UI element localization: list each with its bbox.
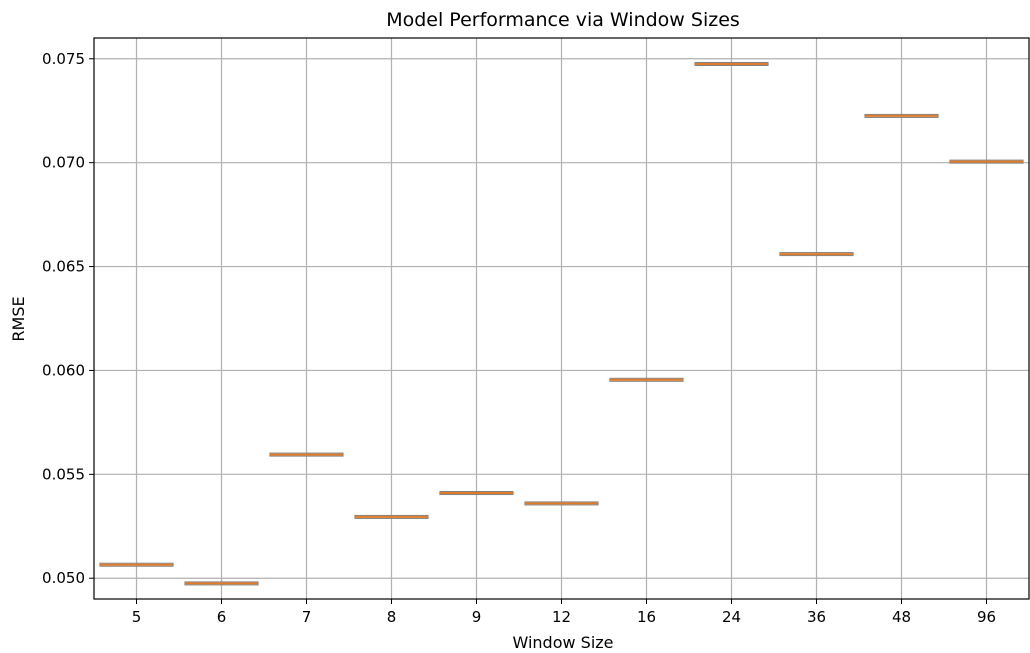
box-mark — [779, 252, 854, 257]
y-tick-label: 0.050 — [42, 569, 85, 587]
x-tick-label: 5 — [132, 608, 142, 626]
x-tick-label: 9 — [472, 608, 482, 626]
y-tick-label: 0.060 — [42, 361, 85, 379]
x-tick-label: 8 — [387, 608, 397, 626]
box-mark — [99, 562, 174, 567]
chart-title: Model Performance via Window Sizes — [386, 9, 740, 31]
x-tick-label: 96 — [977, 608, 996, 626]
ticks-layer: 0.050 0.055 0.060 0.065 0.070 0.075 5 6 7 8 9 12 16 2… — [42, 50, 996, 626]
x-tick-label: 12 — [552, 608, 571, 626]
box-mark — [864, 113, 939, 118]
box-mark — [524, 501, 599, 506]
x-tick-label: 48 — [892, 608, 911, 626]
boxes-layer — [99, 61, 1024, 586]
y-tick-label: 0.075 — [42, 50, 85, 68]
x-tick-label: 7 — [302, 608, 312, 626]
y-axis-label: RMSE — [9, 296, 28, 341]
x-tick-label: 36 — [807, 608, 826, 626]
x-tick-label: 6 — [217, 608, 227, 626]
box-mark — [184, 581, 259, 586]
box-mark — [354, 514, 429, 519]
box-mark — [609, 377, 684, 382]
x-tick-label: 24 — [722, 608, 741, 626]
box-mark — [269, 452, 344, 457]
grid-layer — [94, 38, 1029, 599]
x-tick-label: 16 — [637, 608, 656, 626]
y-tick-label: 0.065 — [42, 258, 85, 276]
box-mark — [949, 159, 1024, 164]
box-mark — [439, 491, 514, 496]
x-axis-label: Window Size — [512, 633, 613, 652]
y-tick-label: 0.070 — [42, 154, 85, 172]
y-tick-label: 0.055 — [42, 465, 85, 483]
box-mark — [694, 61, 769, 66]
